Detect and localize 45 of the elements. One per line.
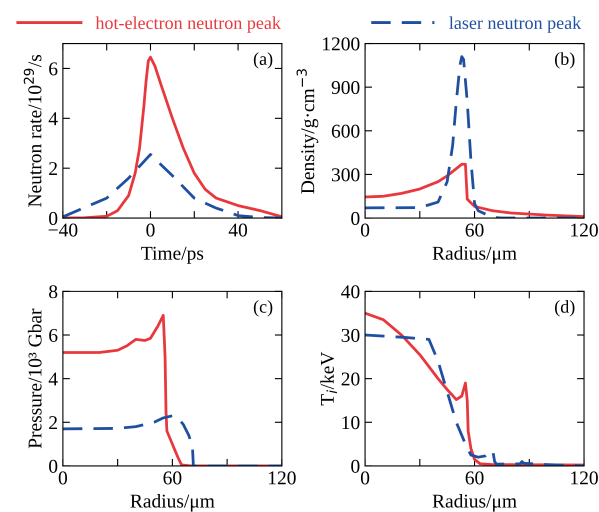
y-axis-title: Pressure/10³ Gbar (28, 308, 42, 448)
x-tick-label: 120 (571, 471, 598, 484)
x-tick-label: 60 (163, 471, 182, 484)
y-tick-label: 900 (332, 80, 360, 94)
annotation: (c) (254, 300, 272, 316)
x-tick-label: 40 (228, 223, 248, 237)
y-tick-label: 600 (332, 124, 360, 138)
y-tick-label: 0 (49, 212, 58, 226)
y-tick-label: 0 (49, 460, 58, 473)
x-tick-label: 120 (268, 471, 296, 484)
y-axis-title: Neutron rate/10$^{29}$/s (24, 54, 42, 207)
x-axis-title: Radius/μm (432, 494, 517, 512)
y-tick-label: 30 (342, 328, 360, 342)
y-tick-label: 2 (49, 162, 57, 175)
x-axis-title: Radius/μm (432, 246, 517, 264)
annotation: (b) (555, 52, 574, 69)
x-tick-label: 0 (58, 471, 68, 484)
x-tick-label: 60 (466, 223, 484, 237)
y-tick-label: 0 (351, 460, 360, 473)
x-tick-label: 0 (146, 223, 155, 237)
y-tick-label: 2 (49, 416, 57, 430)
x-tick-label: 0 (360, 471, 370, 484)
y-tick-label: 1200 (323, 37, 360, 50)
x-tick-label: 0 (360, 223, 370, 237)
x-tick-label: 60 (466, 471, 484, 484)
x-axis-title: Radius/μm (130, 494, 215, 512)
y-tick-label: 20 (342, 372, 360, 386)
y-tick-label: 4 (48, 372, 58, 386)
y-tick-label: 0 (351, 212, 360, 226)
annotation: (a) (254, 52, 272, 69)
y-tick-label: 6 (49, 62, 58, 76)
annotation: (d) (555, 300, 574, 316)
x-tick-label: −40 (48, 223, 78, 237)
y-tick-label: 10 (342, 416, 360, 430)
legend-label: laser neutron peak (449, 16, 582, 33)
y-tick-label: 6 (49, 328, 58, 342)
y-tick-label: 8 (49, 285, 58, 298)
y-axis-title: Density/g·cm$^{−3}$ (296, 69, 318, 194)
y-tick-label: 40 (341, 285, 360, 298)
x-tick-label: 120 (571, 223, 598, 237)
y-tick-label: 4 (48, 112, 58, 126)
x-axis-title: Time/ps (141, 246, 204, 264)
y-axis-title: T$_{i}$/keV (320, 352, 337, 406)
legend-label: hot-electron neutron peak (96, 16, 281, 33)
y-tick-label: 300 (332, 168, 360, 182)
